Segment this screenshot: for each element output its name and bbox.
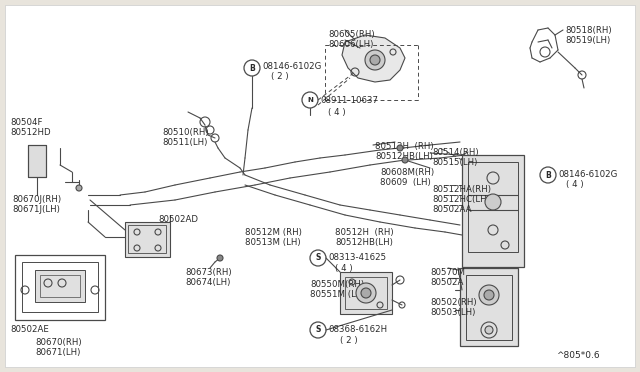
Text: 80513M (LH): 80513M (LH) (245, 238, 301, 247)
Bar (40, 275, 80, 297)
Text: ( 2 ): ( 2 ) (340, 336, 358, 345)
Text: 80518(RH): 80518(RH) (565, 26, 612, 35)
Text: 80512HB(LH): 80512HB(LH) (335, 238, 393, 247)
Text: N: N (307, 97, 313, 103)
Text: 08911-10637: 08911-10637 (320, 96, 378, 105)
Text: ( 4 ): ( 4 ) (566, 180, 584, 189)
Text: 80550M(RH): 80550M(RH) (310, 280, 364, 289)
Text: 80512H  (RH): 80512H (RH) (335, 228, 394, 237)
Text: 80514(RH): 80514(RH) (432, 148, 479, 157)
Bar (345, 277, 387, 309)
Circle shape (397, 145, 403, 151)
Text: 08313-41625: 08313-41625 (328, 253, 386, 262)
Text: 80502AD: 80502AD (158, 215, 198, 224)
Text: 80606(LH): 80606(LH) (328, 40, 373, 49)
Text: 80551M (LH): 80551M (LH) (310, 290, 365, 299)
Text: 80502(RH): 80502(RH) (430, 298, 477, 307)
Text: 80502AE: 80502AE (10, 325, 49, 334)
Circle shape (370, 55, 380, 65)
Text: 80503(LH): 80503(LH) (430, 308, 476, 317)
Text: 80511(LH): 80511(LH) (162, 138, 207, 147)
Circle shape (217, 255, 223, 261)
Text: 80570M: 80570M (430, 268, 465, 277)
Circle shape (365, 50, 385, 70)
Bar (35, 270, 85, 302)
Circle shape (356, 283, 376, 303)
Circle shape (402, 157, 408, 163)
Text: 80670J(RH): 80670J(RH) (12, 195, 61, 204)
Bar (28, 145, 46, 177)
Text: 80670(RH): 80670(RH) (35, 338, 82, 347)
Text: 80512HC(LH): 80512HC(LH) (432, 195, 490, 204)
Text: 80512HD: 80512HD (10, 128, 51, 137)
Text: 08368-6162H: 08368-6162H (328, 325, 387, 334)
Circle shape (361, 288, 371, 298)
Text: S: S (316, 326, 321, 334)
Bar (22, 262, 98, 312)
Text: 80605(RH): 80605(RH) (328, 30, 374, 39)
Bar (15, 255, 105, 320)
Text: 80515(LH): 80515(LH) (432, 158, 477, 167)
Text: 80502A: 80502A (430, 278, 463, 287)
Text: B: B (545, 170, 551, 180)
Circle shape (485, 326, 493, 334)
Text: 80674(LH): 80674(LH) (185, 278, 230, 287)
Text: 08146-6102G: 08146-6102G (262, 62, 321, 71)
Text: 80512HB(LH): 80512HB(LH) (375, 152, 433, 161)
Text: 08146-6102G: 08146-6102G (558, 170, 618, 179)
Bar (460, 268, 518, 346)
Bar (468, 162, 518, 252)
Polygon shape (342, 35, 405, 82)
Text: 80673(RH): 80673(RH) (185, 268, 232, 277)
Text: 80502AA: 80502AA (432, 205, 472, 214)
Text: 80504F: 80504F (10, 118, 42, 127)
Text: 80512H  (RH): 80512H (RH) (375, 142, 434, 151)
Text: 80510(RH): 80510(RH) (162, 128, 209, 137)
Text: 80519(LH): 80519(LH) (565, 36, 611, 45)
Bar (128, 225, 166, 253)
Text: 80512M (RH): 80512M (RH) (245, 228, 302, 237)
Circle shape (479, 285, 499, 305)
Text: ^805*0.6: ^805*0.6 (556, 351, 600, 360)
Circle shape (76, 185, 82, 191)
Bar (125, 222, 170, 257)
Circle shape (484, 290, 494, 300)
Text: 80512HA(RH): 80512HA(RH) (432, 185, 491, 194)
Text: 80671J(LH): 80671J(LH) (12, 205, 60, 214)
Bar (340, 272, 392, 314)
Text: S: S (316, 253, 321, 263)
Text: 80608M(RH): 80608M(RH) (380, 168, 434, 177)
Text: 80609  (LH): 80609 (LH) (380, 178, 431, 187)
Text: ( 4 ): ( 4 ) (335, 264, 353, 273)
Text: B: B (249, 64, 255, 73)
Circle shape (485, 194, 501, 210)
Text: ( 2 ): ( 2 ) (271, 72, 289, 81)
Bar (466, 275, 512, 340)
Bar (462, 155, 524, 267)
Text: 80671(LH): 80671(LH) (35, 348, 81, 357)
Text: ( 4 ): ( 4 ) (328, 108, 346, 117)
